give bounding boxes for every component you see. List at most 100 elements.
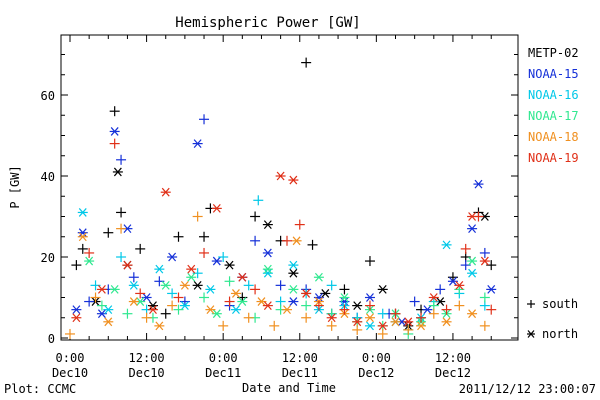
data-point-north xyxy=(262,268,273,278)
legend-entry: NOAA-19 xyxy=(528,151,579,165)
data-point-north xyxy=(154,264,165,274)
data-point-south xyxy=(339,284,350,295)
data-point-north xyxy=(390,317,401,327)
data-point-north xyxy=(179,280,190,290)
data-point-south xyxy=(218,320,229,331)
data-point-south xyxy=(141,312,152,323)
marker-legend: south north xyxy=(527,297,578,341)
data-point-north xyxy=(224,260,235,270)
marker-legend-north: north xyxy=(527,327,578,341)
data-point-north xyxy=(288,268,299,278)
y-tick-label: 60 xyxy=(41,89,55,103)
marker-legend-label: north xyxy=(542,327,578,341)
data-point-south xyxy=(84,296,95,307)
data-point-south xyxy=(65,328,75,339)
x-tick-label-time: 0:00 xyxy=(56,351,85,365)
data-point-south xyxy=(486,304,497,315)
data-point-south xyxy=(122,308,133,319)
data-point-south xyxy=(435,284,446,295)
data-point-south xyxy=(224,276,235,287)
data-point-south xyxy=(253,195,264,206)
data-point-south xyxy=(116,154,127,165)
data-point-north xyxy=(77,208,88,217)
y-axis: 0 20 40 60 xyxy=(41,54,518,346)
data-point-south xyxy=(301,312,312,323)
data-point-north xyxy=(377,321,388,331)
data-point-north xyxy=(473,179,484,189)
timestamp: 2011/12/12 23:00:07 xyxy=(459,382,596,396)
data-point-north xyxy=(192,280,203,290)
data-point-south xyxy=(218,252,229,262)
x-axis: 0:00Dec1012:00Dec100:00Dec1112:00Dec110:… xyxy=(52,35,492,380)
data-point-south xyxy=(77,243,88,254)
data-point-north xyxy=(147,301,158,310)
data-point-south xyxy=(479,320,490,331)
data-point-south xyxy=(352,324,363,335)
data-point-south xyxy=(454,300,465,311)
x-tick-label-date: Dec11 xyxy=(282,366,318,380)
data-point-north xyxy=(422,305,433,315)
data-point-north xyxy=(160,187,171,197)
data-point-north xyxy=(467,224,478,234)
data-point-north xyxy=(313,293,324,302)
y-tick-label: 40 xyxy=(41,170,55,184)
legend-entry: NOAA-18 xyxy=(528,130,579,144)
data-point-north xyxy=(291,236,302,246)
data-point-north xyxy=(282,305,292,315)
marker-legend-south: south xyxy=(527,297,578,311)
data-point-south xyxy=(135,288,146,299)
data-point-south xyxy=(326,320,337,331)
y-axis-label: P [GW] xyxy=(8,165,22,208)
x-tick-label-time: 0:00 xyxy=(209,351,238,365)
x-tick-label-date: Dec10 xyxy=(129,366,165,380)
data-point-south xyxy=(243,312,254,323)
plot-credit: Plot: CCMC xyxy=(4,382,76,396)
data-point-north xyxy=(160,280,171,290)
data-point-north xyxy=(467,309,478,319)
data-point-north xyxy=(301,289,312,298)
data-point-north xyxy=(403,317,414,327)
data-point-north xyxy=(167,252,178,262)
data-point-north xyxy=(192,139,203,148)
data-point-north xyxy=(262,301,273,310)
data-point-north xyxy=(377,285,388,294)
data-point-north xyxy=(77,228,88,238)
data-point-south xyxy=(109,106,120,117)
x-tick-label-time: 0:00 xyxy=(362,351,391,365)
data-point-south xyxy=(377,328,388,339)
data-point-north xyxy=(128,297,139,306)
data-point-north xyxy=(441,317,452,327)
data-point-south xyxy=(275,280,286,291)
data-point-north xyxy=(262,248,273,258)
data-point-north xyxy=(84,256,95,266)
data-point-north xyxy=(186,272,197,282)
data-point-north xyxy=(479,256,490,266)
legend-entry: METP-02 xyxy=(528,46,579,60)
x-tick-label-date: Dec11 xyxy=(205,366,241,380)
data-point-north xyxy=(339,297,350,306)
data-point-south xyxy=(116,252,127,262)
data-point-north xyxy=(441,240,452,250)
data-point-north xyxy=(211,204,222,213)
data-point-south xyxy=(250,284,261,295)
data-point-north xyxy=(313,272,324,282)
data-point-north xyxy=(262,220,273,229)
data-point-south xyxy=(71,260,82,271)
data-point-north xyxy=(179,301,190,310)
data-point-north xyxy=(486,285,497,294)
data-point-north xyxy=(288,297,299,306)
chart-title: Hemispheric Power [GW] xyxy=(175,15,360,31)
data-point-north xyxy=(128,280,139,290)
data-point-south xyxy=(339,304,350,315)
data-point-south xyxy=(96,300,107,311)
data-point-south xyxy=(167,288,178,299)
x-tick-label-time: 12:00 xyxy=(282,351,318,365)
data-point-south xyxy=(313,300,324,311)
data-point-north xyxy=(71,305,82,315)
legend-entry: NOAA-17 xyxy=(528,109,579,123)
data-point-south xyxy=(301,57,312,68)
x-tick-label-date: Dec10 xyxy=(52,366,88,380)
data-point-north xyxy=(352,317,363,327)
data-point-south xyxy=(116,207,127,218)
